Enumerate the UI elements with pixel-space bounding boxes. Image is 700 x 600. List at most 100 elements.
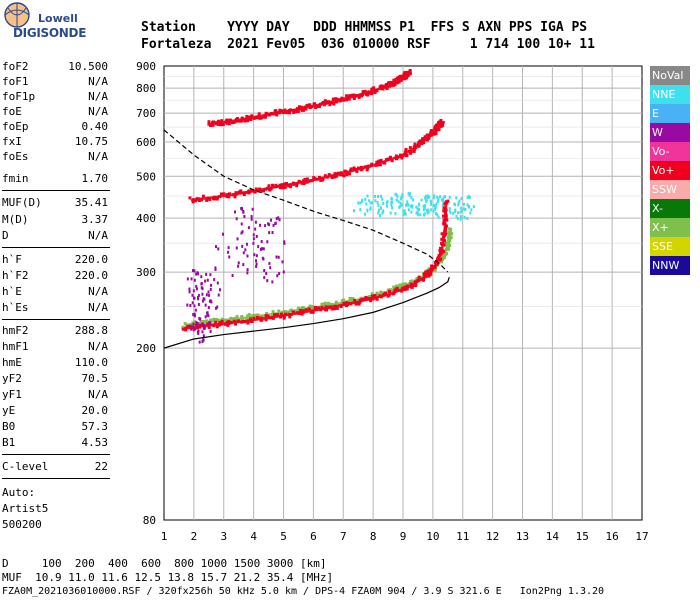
echo-point <box>422 207 425 211</box>
echo-point <box>373 293 377 297</box>
y-tick-label: 400 <box>136 212 156 225</box>
echo-point <box>252 316 256 320</box>
echo-point <box>312 102 316 106</box>
param-row: hmE 110.0 <box>2 356 108 370</box>
echo-point <box>377 208 380 212</box>
param-key: fmin <box>2 172 29 185</box>
echo-point <box>220 317 224 321</box>
echo-point <box>434 132 438 136</box>
echo-point <box>253 253 256 257</box>
echo-point <box>247 313 251 317</box>
param-row: B0 57.3 <box>2 420 108 434</box>
echo-point <box>320 302 324 306</box>
echo-point <box>418 208 421 212</box>
echo-point <box>427 210 430 214</box>
param-key: D <box>2 229 9 242</box>
echo-point <box>193 314 196 318</box>
echo-point <box>441 122 445 126</box>
echo-point <box>235 315 239 319</box>
echo-point <box>250 320 254 324</box>
echo-point <box>401 194 404 198</box>
echo-point <box>454 208 457 212</box>
echo-point <box>271 231 274 235</box>
param-key: C-level <box>2 460 49 473</box>
echo-point <box>215 245 218 249</box>
echo-point <box>252 233 255 237</box>
echo-point <box>399 78 403 82</box>
param-value: 20.0 <box>81 404 109 417</box>
echo-point <box>422 204 425 208</box>
echo-point <box>252 116 256 120</box>
echo-point <box>265 272 268 276</box>
echo-point <box>215 306 218 310</box>
x-tick-label: 12 <box>486 530 499 543</box>
echo-point <box>262 247 265 251</box>
echo-point <box>242 209 245 213</box>
echo-point <box>422 272 426 276</box>
echo-point <box>411 205 414 209</box>
echo-point <box>266 240 269 244</box>
echo-point <box>211 123 215 127</box>
echo-point <box>192 296 195 300</box>
echo-point <box>394 154 398 158</box>
echo-point <box>235 246 238 250</box>
echo-point <box>387 288 391 292</box>
echo-point <box>213 197 217 201</box>
echo-point <box>433 204 436 208</box>
echo-point <box>267 184 271 188</box>
param-key: MUF(D) <box>2 196 42 209</box>
echo-point <box>388 155 392 159</box>
echo-point <box>241 244 244 248</box>
param-row: yE 20.0 <box>2 404 108 418</box>
echo-point <box>440 124 444 128</box>
echo-point <box>460 209 463 213</box>
echo-point <box>430 129 434 133</box>
echo-point <box>268 231 271 235</box>
echo-point <box>193 320 197 324</box>
echo-point <box>399 201 402 205</box>
echo-point <box>208 318 212 322</box>
echo-point <box>409 151 413 155</box>
echo-point <box>231 273 234 277</box>
echo-point <box>467 194 470 198</box>
legend-item-vo-plus: Vo+ <box>650 161 690 180</box>
echo-point <box>403 212 406 216</box>
echo-point <box>236 237 239 241</box>
echo-point <box>242 251 245 255</box>
echo-point <box>216 305 219 309</box>
echo-point <box>334 300 338 304</box>
echo-point <box>407 203 410 207</box>
echo-point <box>439 257 443 261</box>
x-tick-label: 6 <box>310 530 317 543</box>
echo-point <box>430 208 433 212</box>
echo-point <box>256 315 260 319</box>
echo-point <box>271 280 274 284</box>
x-tick-label: 17 <box>635 530 648 543</box>
echo-point <box>193 269 196 273</box>
param-value: N/A <box>88 301 108 314</box>
y-tick-label: 300 <box>136 266 156 279</box>
echo-point <box>192 322 195 326</box>
echo-point <box>188 196 192 200</box>
echo-point <box>243 215 246 219</box>
echo-point <box>459 210 462 214</box>
echo-point <box>195 284 198 288</box>
echo-point <box>203 297 206 301</box>
echo-point <box>240 119 244 123</box>
echo-point <box>307 307 311 311</box>
echo-point <box>448 209 451 213</box>
echo-point <box>281 260 284 264</box>
echo-point <box>377 194 380 198</box>
echo-point <box>269 218 272 222</box>
echo-point <box>237 264 240 268</box>
muf-scale-row: MUF 10.9 11.0 11.6 12.5 13.8 15.7 21.2 3… <box>2 571 334 584</box>
echo-point <box>245 114 249 118</box>
param-row: foEp 0.40 <box>2 120 108 134</box>
echo-point <box>265 311 269 315</box>
echo-point <box>409 150 413 154</box>
echo-point <box>408 72 412 76</box>
echo-point <box>283 241 286 245</box>
echo-point <box>364 197 367 201</box>
echo-point <box>436 195 439 199</box>
